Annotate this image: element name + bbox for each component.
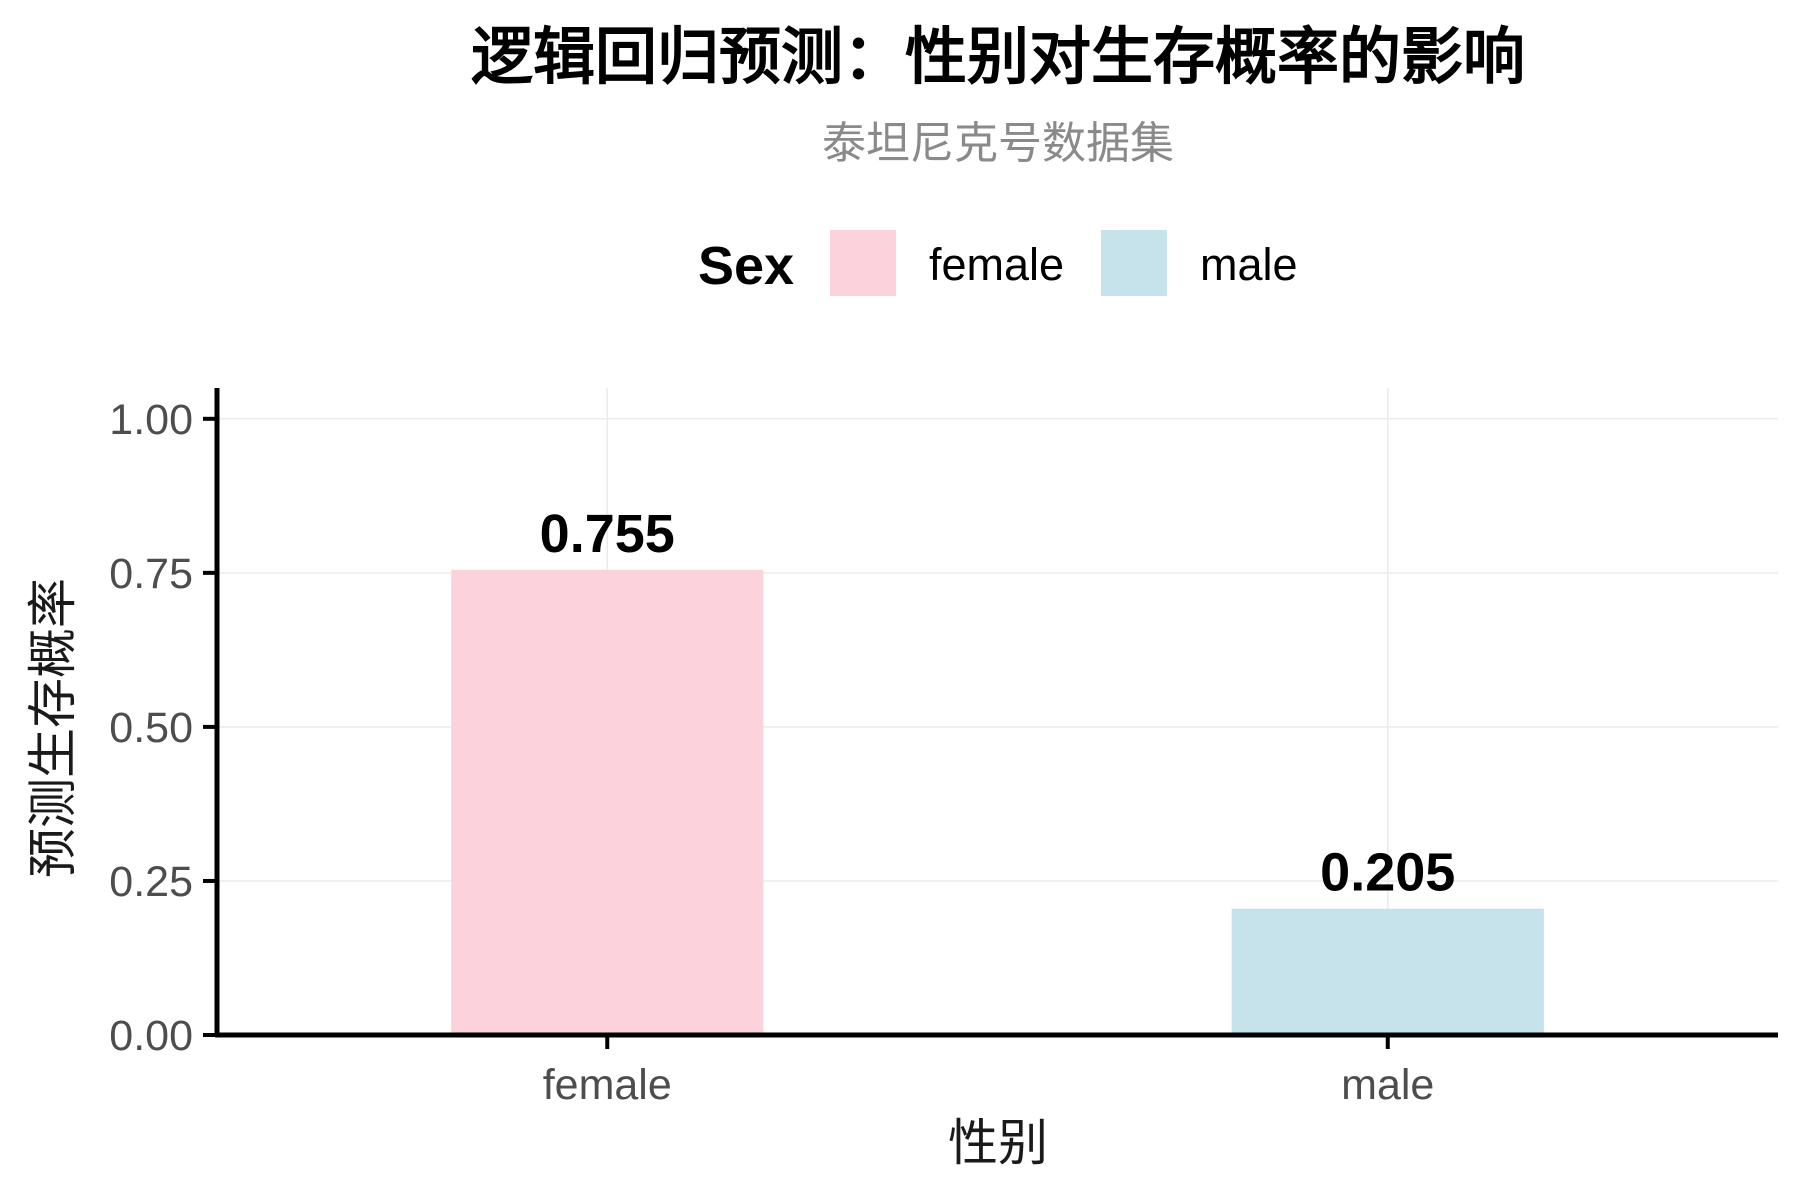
bar-female (451, 570, 763, 1035)
legend-key-male (1101, 230, 1167, 296)
plot-panel: 0.755 0.205 0.00 0.25 0.50 0.75 1.00 female male (109, 388, 1778, 1109)
y-tick-label: 1.00 (109, 396, 193, 444)
legend-label-female: female (929, 239, 1064, 290)
x-axis-title: 性别 (948, 1114, 1048, 1172)
x-tick-label-female: female (543, 1061, 672, 1109)
y-tick-label: 0.00 (109, 1012, 193, 1060)
y-axis-title: 预测生存概率 (24, 578, 82, 878)
legend-label-male: male (1200, 239, 1298, 290)
chart-title: 逻辑回归预测：性别对生存概率的影响 (471, 20, 1525, 93)
y-tick-label: 0.50 (109, 704, 193, 752)
legend-title: Sex (698, 236, 794, 296)
y-tick-label: 0.75 (109, 550, 193, 598)
x-tick-label-male: male (1341, 1061, 1434, 1109)
bar-male (1232, 909, 1544, 1035)
data-label-male: 0.205 (1320, 843, 1455, 903)
y-tick-label: 0.25 (109, 858, 193, 906)
legend-key-female (830, 230, 896, 296)
data-label-female: 0.755 (540, 504, 675, 564)
chart-subtitle: 泰坦尼克号数据集 (822, 118, 1174, 169)
legend: Sex female male (698, 230, 1298, 296)
